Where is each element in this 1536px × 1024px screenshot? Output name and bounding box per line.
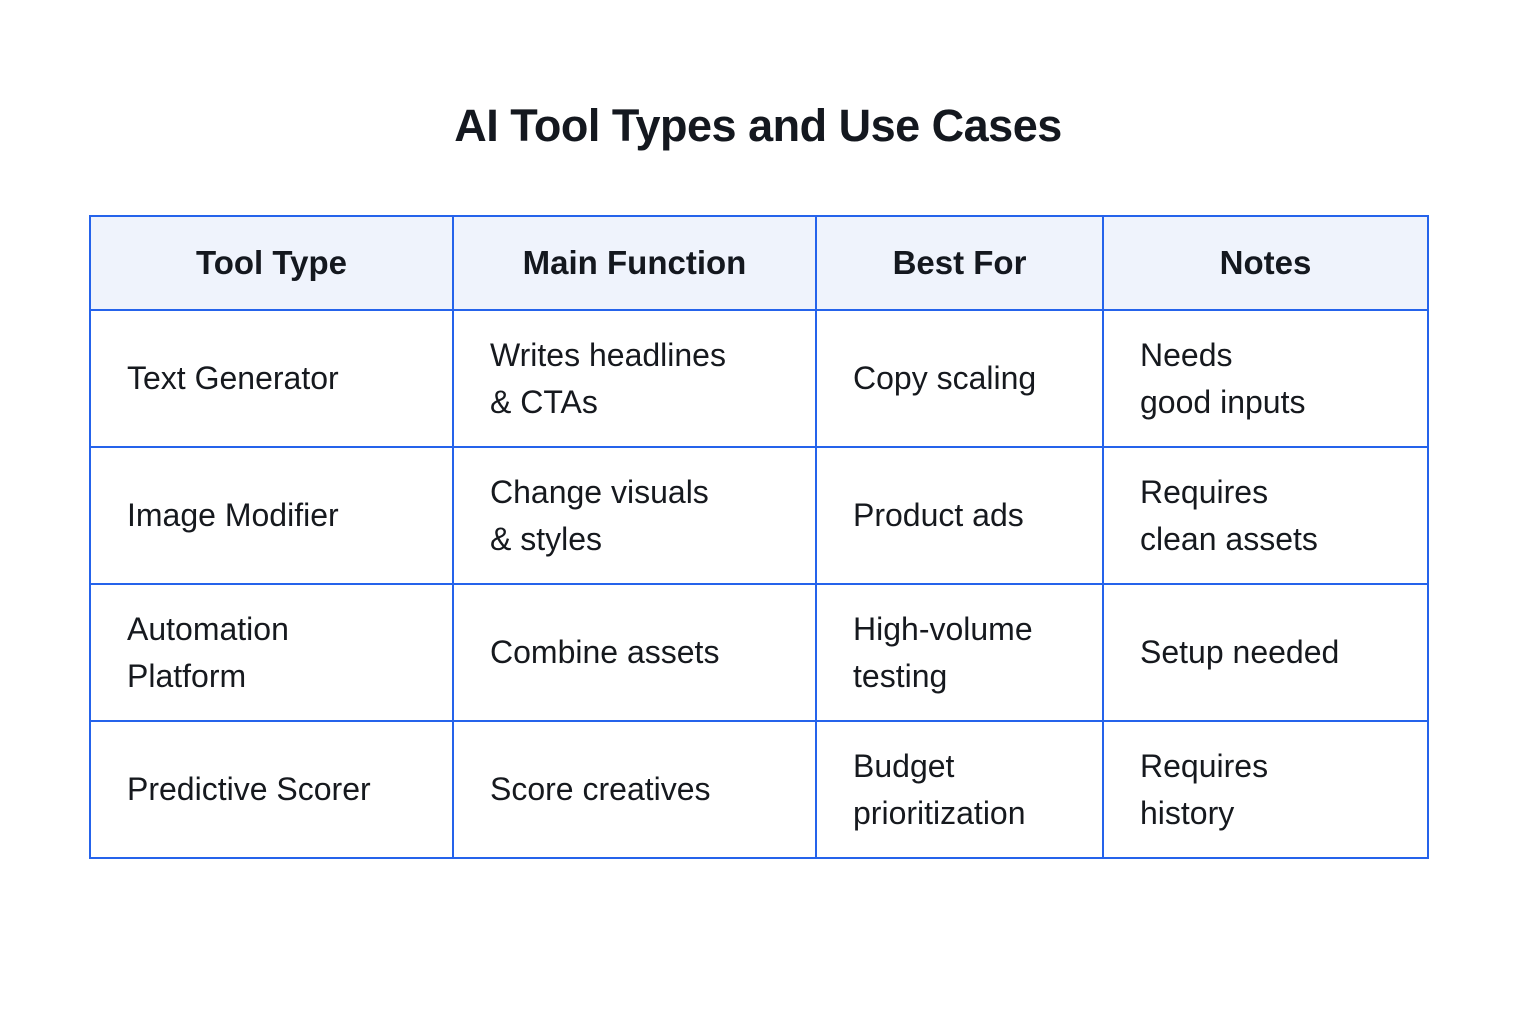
cell-tool-type: Automation Platform xyxy=(89,583,454,722)
cell-main-function: Writes headlines & CTAs xyxy=(452,309,817,448)
table-row: Text Generator Writes headlines & CTAs C… xyxy=(89,309,1429,448)
cell-best-for: Budget prioritization xyxy=(815,720,1104,859)
column-header-notes: Notes xyxy=(1102,215,1429,311)
table-row: Image Modifier Change visuals & styles P… xyxy=(89,446,1429,585)
cell-tool-type: Predictive Scorer xyxy=(89,720,454,859)
table-row: Predictive Scorer Score creatives Budget… xyxy=(89,720,1429,859)
cell-best-for: Copy scaling xyxy=(815,309,1104,448)
cell-notes: Setup needed xyxy=(1102,583,1429,722)
cell-best-for: High-volume testing xyxy=(815,583,1104,722)
cell-notes: Needs good inputs xyxy=(1102,309,1429,448)
cell-notes: Requires history xyxy=(1102,720,1429,859)
column-header-tool-type: Tool Type xyxy=(89,215,454,311)
cell-main-function: Combine assets xyxy=(452,583,817,722)
cell-main-function: Score creatives xyxy=(452,720,817,859)
cell-tool-type: Text Generator xyxy=(89,309,454,448)
table-header-row: Tool Type Main Function Best For Notes xyxy=(89,215,1429,311)
cell-best-for: Product ads xyxy=(815,446,1104,585)
column-header-best-for: Best For xyxy=(815,215,1104,311)
cell-main-function: Change visuals & styles xyxy=(452,446,817,585)
ai-tools-table: Tool Type Main Function Best For Notes T… xyxy=(89,215,1429,859)
column-header-main-function: Main Function xyxy=(452,215,817,311)
page-title: AI Tool Types and Use Cases xyxy=(454,100,1062,151)
cell-notes: Requires clean assets xyxy=(1102,446,1429,585)
cell-tool-type: Image Modifier xyxy=(89,446,454,585)
table-row: Automation Platform Combine assets High-… xyxy=(89,583,1429,722)
